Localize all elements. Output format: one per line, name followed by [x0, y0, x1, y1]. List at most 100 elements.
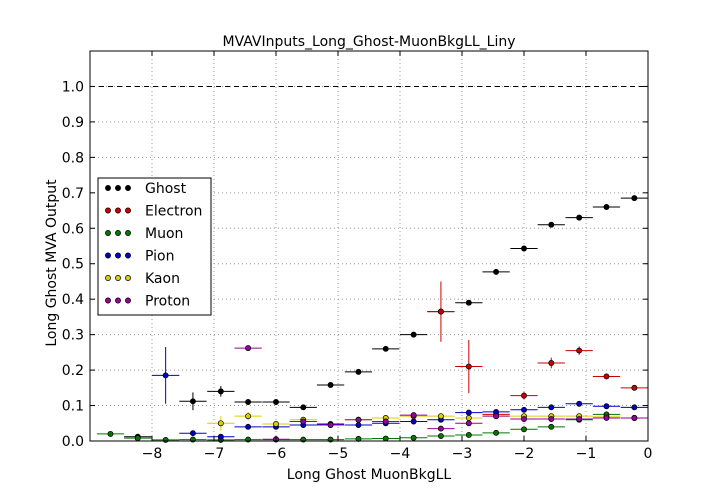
data-point	[548, 423, 555, 430]
legend: Ghost Electron Muon Pion Kaon Proton	[97, 177, 212, 316]
data-point	[493, 268, 500, 275]
data-point	[134, 435, 141, 442]
data-point	[548, 416, 555, 422]
data-point	[603, 415, 610, 421]
y-tick-label: 1.0	[62, 79, 84, 95]
data-point	[493, 413, 500, 420]
legend-label: Ghost	[145, 181, 187, 197]
ticks	[90, 51, 649, 442]
legend-label: Kaon	[145, 271, 180, 287]
legend-marker	[105, 230, 111, 236]
legend-marker	[125, 252, 131, 259]
legend-marker	[105, 297, 111, 304]
data-point	[465, 415, 472, 421]
data-point	[162, 436, 169, 443]
data-point	[603, 403, 610, 410]
legend-item-pion: Pion	[105, 249, 174, 265]
x-axis-title: Long Ghost MuonBkgLL	[287, 467, 452, 483]
x-tick-label: −4	[390, 446, 411, 462]
plot-frame	[89, 50, 649, 442]
data-point	[355, 422, 362, 428]
data-point	[245, 345, 252, 352]
data-point	[631, 404, 638, 411]
y-tick-label: 0.9	[62, 115, 84, 131]
data-point	[382, 345, 389, 352]
data-point	[548, 221, 555, 228]
legend-item-muon: Muon	[105, 226, 183, 242]
data-point	[273, 421, 279, 427]
data-point	[603, 204, 610, 210]
data-point	[217, 433, 224, 440]
data-point	[162, 372, 169, 379]
data-point	[548, 360, 555, 366]
legend-marker	[125, 185, 131, 191]
legend-marker	[105, 252, 111, 259]
legend-marker	[125, 230, 131, 236]
y-tick-label: 0.0	[62, 434, 84, 450]
y-tick-label: 0.8	[62, 150, 84, 166]
y-tick-label: 0.7	[62, 186, 84, 202]
legend-marker	[115, 275, 121, 281]
x-tick-labels: −8 −7 −6 −5 −4 −3 −2 −1 0	[142, 446, 653, 462]
data-point	[410, 412, 417, 419]
x-tick-label: −6	[266, 446, 287, 462]
data-point	[189, 398, 196, 405]
data-point	[327, 422, 334, 428]
data-point	[437, 413, 444, 420]
data-point	[217, 388, 224, 395]
data-point	[245, 423, 252, 430]
y-tick-labels: 0.0 0.1 0.2 0.3 0.4 0.5 0.6 0.7 0.8 0.9 1.0	[62, 79, 84, 450]
data-point	[465, 432, 472, 438]
data-point	[465, 420, 472, 427]
data-point	[576, 214, 583, 221]
data-point	[576, 416, 583, 422]
data-point	[521, 416, 527, 422]
legend-box	[97, 177, 212, 316]
data-point	[548, 404, 555, 411]
legend-marker	[105, 207, 111, 214]
legend-label: Electron	[145, 204, 202, 220]
data-point	[631, 415, 638, 421]
y-tick-label: 0.3	[62, 328, 84, 344]
data-point	[217, 420, 224, 427]
y-tick-label: 0.4	[62, 292, 84, 308]
y-tick-label: 0.2	[62, 363, 84, 379]
y-axis-title: Long Ghost MVA Output	[44, 179, 60, 347]
data-point	[245, 399, 252, 405]
legend-marker	[125, 297, 131, 304]
data-point	[382, 435, 389, 442]
legend-marker	[125, 207, 131, 214]
chart-title: MVAVInputs_Long_Ghost-MuonBkgLL_Liny	[222, 34, 515, 50]
data-point	[521, 426, 527, 433]
data-point	[465, 299, 472, 306]
data-point	[437, 433, 444, 439]
y-tick-label: 0.1	[62, 399, 84, 415]
data-point	[273, 399, 279, 405]
data-point	[107, 430, 114, 437]
data-point	[465, 409, 472, 416]
data-point	[410, 434, 417, 441]
data-point	[355, 368, 362, 375]
data-point	[327, 382, 334, 388]
data-point	[521, 245, 527, 252]
data-point	[493, 429, 500, 436]
x-tick-label: −1	[576, 446, 597, 462]
legend-marker	[115, 252, 121, 259]
data-point	[245, 413, 252, 420]
data-point	[410, 418, 417, 425]
legend-marker	[115, 230, 121, 236]
data-point	[521, 392, 527, 399]
data-point	[437, 425, 444, 432]
legend-item-electron: Electron	[105, 204, 202, 220]
legend-item-proton: Proton	[105, 294, 190, 310]
legend-marker	[115, 207, 121, 214]
legend-marker	[115, 185, 121, 191]
data-point	[300, 418, 307, 425]
x-tick-label: −5	[328, 446, 349, 462]
data-point	[576, 347, 583, 354]
x-tick-label: −8	[142, 446, 163, 462]
legend-marker	[115, 297, 121, 304]
data-point	[355, 416, 362, 423]
data-point	[300, 404, 307, 411]
